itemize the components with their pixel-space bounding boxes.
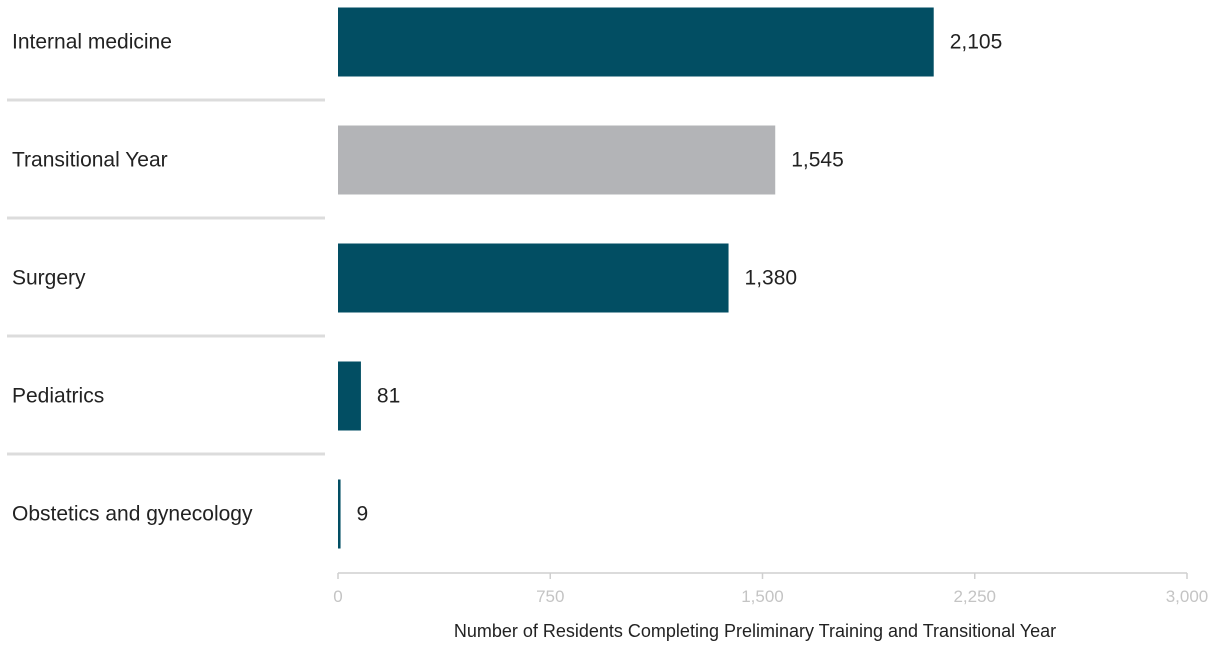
value-label-internal-medicine: 2,105 <box>950 31 1003 54</box>
category-label-obstetics-and-gynecology: Obstetics and gynecology <box>12 503 253 526</box>
value-label-pediatrics: 81 <box>377 385 400 408</box>
value-label-surgery: 1,380 <box>745 267 798 290</box>
bar-transitional-year <box>338 125 776 195</box>
bar-internal-medicine <box>338 7 934 77</box>
x-tick-label-4: 3,000 <box>1166 587 1209 606</box>
bar-pediatrics <box>338 361 361 431</box>
row-separators <box>7 98 325 456</box>
bars-group <box>338 7 934 549</box>
bar-surgery <box>338 243 729 313</box>
value-labels: 2,105 1,545 1,380 81 9 <box>357 31 1003 526</box>
category-labels: Internal medicine Transitional Year Surger… <box>12 31 253 526</box>
category-label-internal-medicine: Internal medicine <box>12 31 172 54</box>
x-tick-label-3: 2,250 <box>953 587 996 606</box>
bar-obstetics-and-gynecology <box>338 479 341 549</box>
category-label-transitional-year: Transitional Year <box>12 149 168 172</box>
category-label-surgery: Surgery <box>12 267 86 290</box>
x-axis-title: Number of Residents Completing Prelimina… <box>454 621 1056 641</box>
x-tick-label-0: 0 <box>333 587 342 606</box>
x-axis: 0 750 1,500 2,250 3,000 <box>333 572 1209 606</box>
category-label-pediatrics: Pediatrics <box>12 385 104 408</box>
value-label-obstetics-and-gynecology: 9 <box>357 503 369 526</box>
x-tick-label-1: 750 <box>536 587 564 606</box>
x-tick-label-2: 1,500 <box>741 587 784 606</box>
value-label-transitional-year: 1,545 <box>791 149 844 172</box>
